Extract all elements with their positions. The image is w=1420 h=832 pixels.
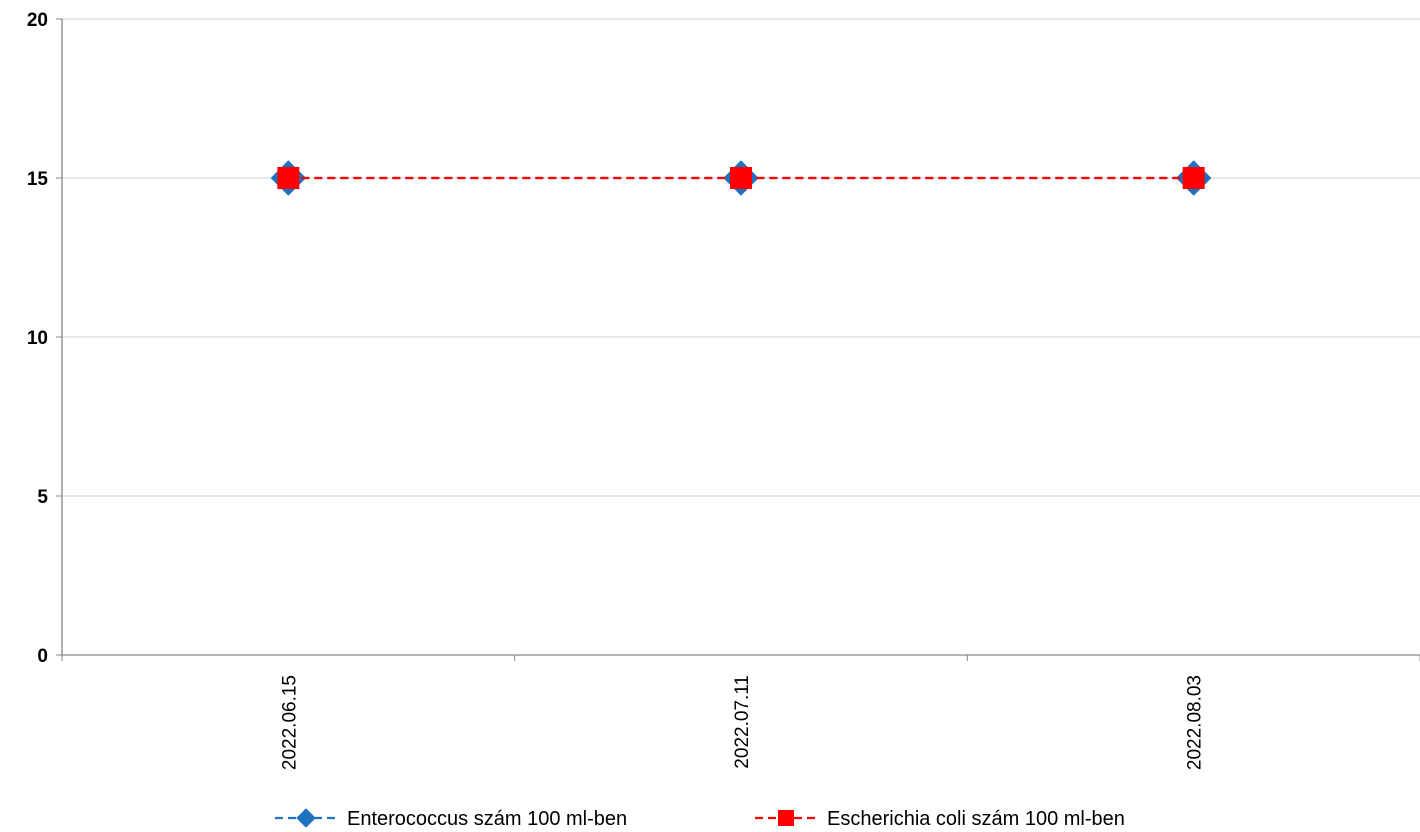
legend-item: Enterococcus szám 100 ml-ben [275, 808, 627, 830]
data-point [1182, 167, 1205, 189]
data-point [730, 167, 752, 189]
data-point [277, 167, 300, 189]
data-point [778, 810, 794, 826]
legend: Enterococcus szám 100 ml-ben Escherichia … [275, 808, 1125, 830]
y-tick-label: 15 [27, 169, 49, 190]
legend-label: Escherichia coli szám 100 ml-ben [827, 808, 1125, 830]
series-2 [277, 167, 1205, 189]
x-tick-label: 2022.07.11 [732, 675, 753, 769]
axes: 0 5 10 15 20 2022.06.15 2022.07.11 2022.08.03 [27, 10, 1420, 770]
y-tick-label: 5 [37, 487, 48, 508]
series [270, 160, 1212, 196]
x-tick-label: 2022.06.15 [279, 675, 300, 770]
y-tick-label: 0 [37, 646, 48, 667]
x-tick-label: 2022.08.03 [1185, 675, 1206, 770]
data-point [296, 808, 316, 828]
y-tick-label: 20 [27, 10, 48, 31]
legend-item: Escherichia coli szám 100 ml-ben [755, 808, 1125, 830]
legend-label: Enterococcus szám 100 ml-ben [347, 808, 627, 830]
gridlines [62, 18, 1420, 497]
y-tick-label: 10 [27, 328, 48, 349]
